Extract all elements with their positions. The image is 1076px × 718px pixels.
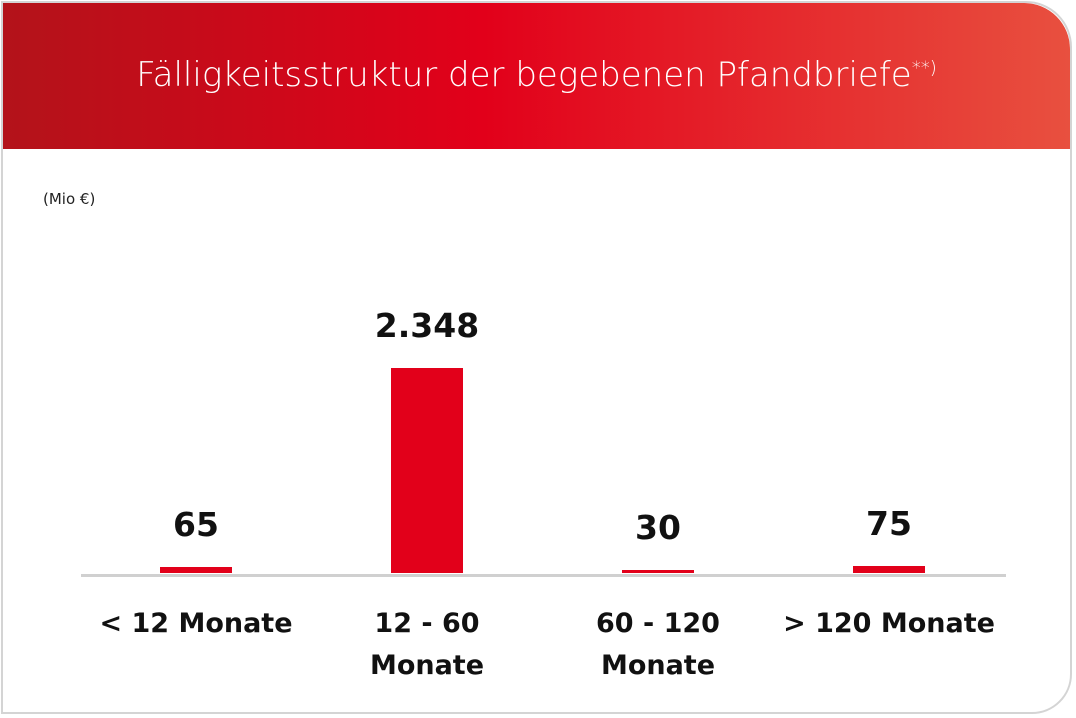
category-label: < 12 Monate <box>99 608 293 639</box>
unit-label: (Mio €) <box>43 190 96 208</box>
value-label: 65 <box>173 505 219 545</box>
title-text: Fälligkeitsstruktur der begebenen Pfandb… <box>136 55 912 95</box>
chart-title: Fälligkeitsstruktur der begebenen Pfandb… <box>3 55 1070 95</box>
bar <box>853 566 925 573</box>
value-label: 2.348 <box>374 306 480 345</box>
category-label: 12 - 60 Monate <box>369 608 485 681</box>
value-label: 75 <box>866 504 912 544</box>
bar <box>160 567 232 573</box>
category-label: 60 - 120 Monate <box>596 608 720 681</box>
bar <box>391 368 463 573</box>
baseline <box>81 574 1006 577</box>
category-label: > 120 Monate <box>783 608 995 639</box>
title-note: **) <box>911 57 937 79</box>
header: Fälligkeitsstruktur der begebenen Pfandb… <box>3 3 1070 149</box>
bar <box>622 570 694 573</box>
value-label: 30 <box>635 508 681 548</box>
